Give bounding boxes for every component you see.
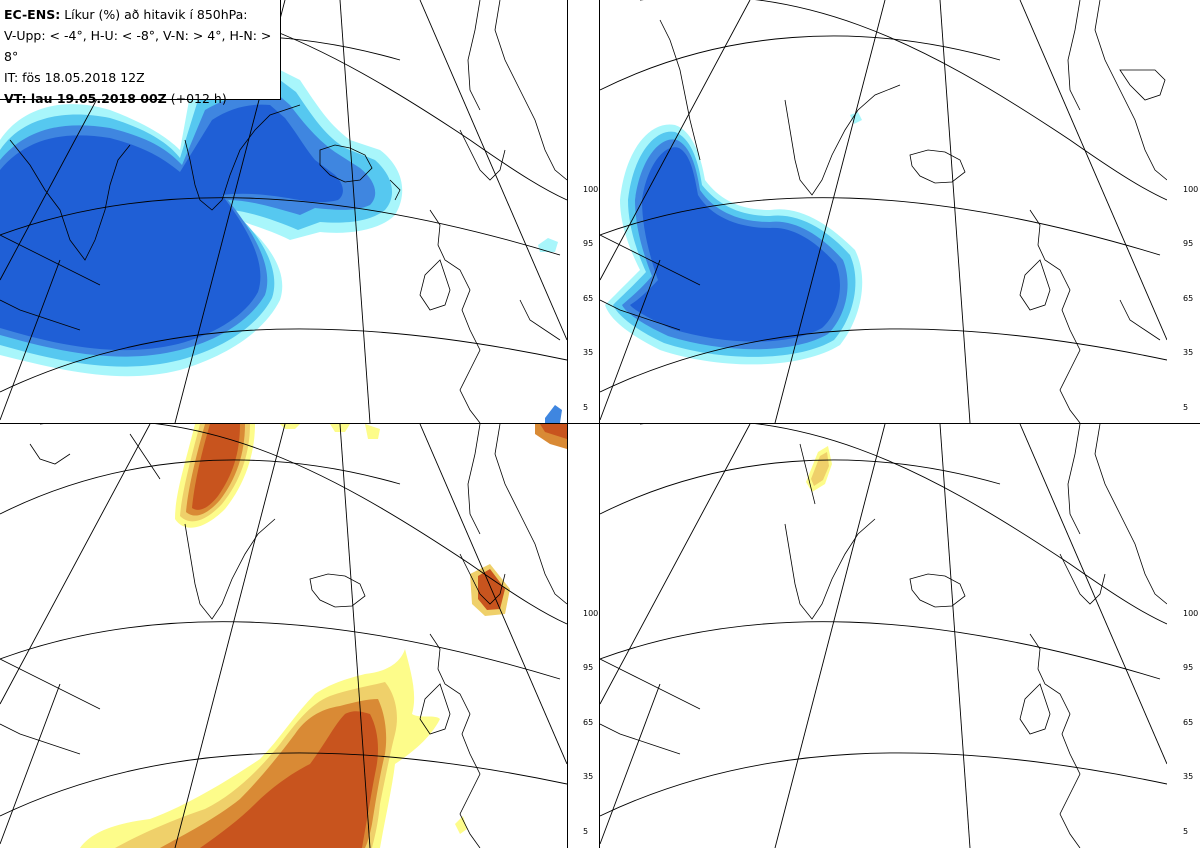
colorbar-tick-65: 65: [1183, 718, 1194, 727]
map-panel-upper-right: [600, 0, 1167, 423]
coastlines: [600, 0, 1167, 423]
colorbar-tick-100: 100: [583, 185, 599, 194]
title-line: EC-ENS: Líkur (%) að hitavik í 850hPa:: [4, 4, 276, 25]
panel-border: [0, 423, 1200, 424]
colorbar-tick-65: 65: [583, 294, 594, 303]
colorbar-tick-65: 65: [583, 718, 594, 727]
map-panel-lower-left: [0, 424, 567, 848]
panel-border: [599, 0, 600, 848]
graticule: [0, 424, 567, 848]
map-panel-lower-right: [600, 424, 1167, 848]
model-name: EC-ENS:: [4, 7, 61, 22]
colorbar-tick-35: 35: [1183, 348, 1194, 357]
colorbar-tick-95: 95: [583, 239, 594, 248]
warm-anomaly-shading: [80, 424, 567, 848]
coastlines: [0, 424, 567, 848]
map-panel-upper-left: [0, 0, 567, 423]
init-time: IT: fös 18.05.2018 12Z: [4, 70, 145, 85]
colorbar-tick-100: 100: [1183, 185, 1199, 194]
lead-time: (+012 h): [170, 91, 227, 106]
colorbar-tick-35: 35: [583, 772, 594, 781]
variable-description: Líkur (%) að hitavik í 850hPa:: [64, 7, 248, 22]
colorbar-tick-5: 5: [1183, 827, 1189, 836]
cold-anomaly-shading: [0, 70, 562, 423]
colorbar-tick-100: 100: [583, 609, 599, 618]
coastlines: [0, 0, 567, 423]
colorbar-tick-5: 5: [583, 827, 589, 836]
colorbar-tick-95: 95: [1183, 239, 1194, 248]
colorbar-tick-5: 5: [583, 403, 589, 412]
valid-time-line: VT: lau 19.05.2018 00Z (+012 h): [4, 88, 276, 109]
colorbar-tick-95: 95: [583, 663, 594, 672]
graticule: [600, 424, 1167, 848]
colorbar-tick-5: 5: [1183, 403, 1189, 412]
panel-border: [567, 0, 568, 848]
colorbar-tick-35: 35: [583, 348, 594, 357]
colorbar-tick-100: 100: [1183, 609, 1199, 618]
forecast-info-box: EC-ENS: Líkur (%) að hitavik í 850hPa: V…: [0, 0, 281, 106]
graticule: [600, 0, 1167, 423]
cold-anomaly-shading: [605, 112, 863, 365]
colorbar-tick-65: 65: [1183, 294, 1194, 303]
coastlines: [600, 424, 1167, 848]
colorbar-tick-35: 35: [1183, 772, 1194, 781]
valid-time: VT: lau 19.05.2018 00Z: [4, 91, 167, 106]
threshold-line: V-Upp: < -4°, H-U: < -8°, V-N: > 4°, H-N…: [4, 28, 272, 64]
colorbar-tick-95: 95: [1183, 663, 1194, 672]
